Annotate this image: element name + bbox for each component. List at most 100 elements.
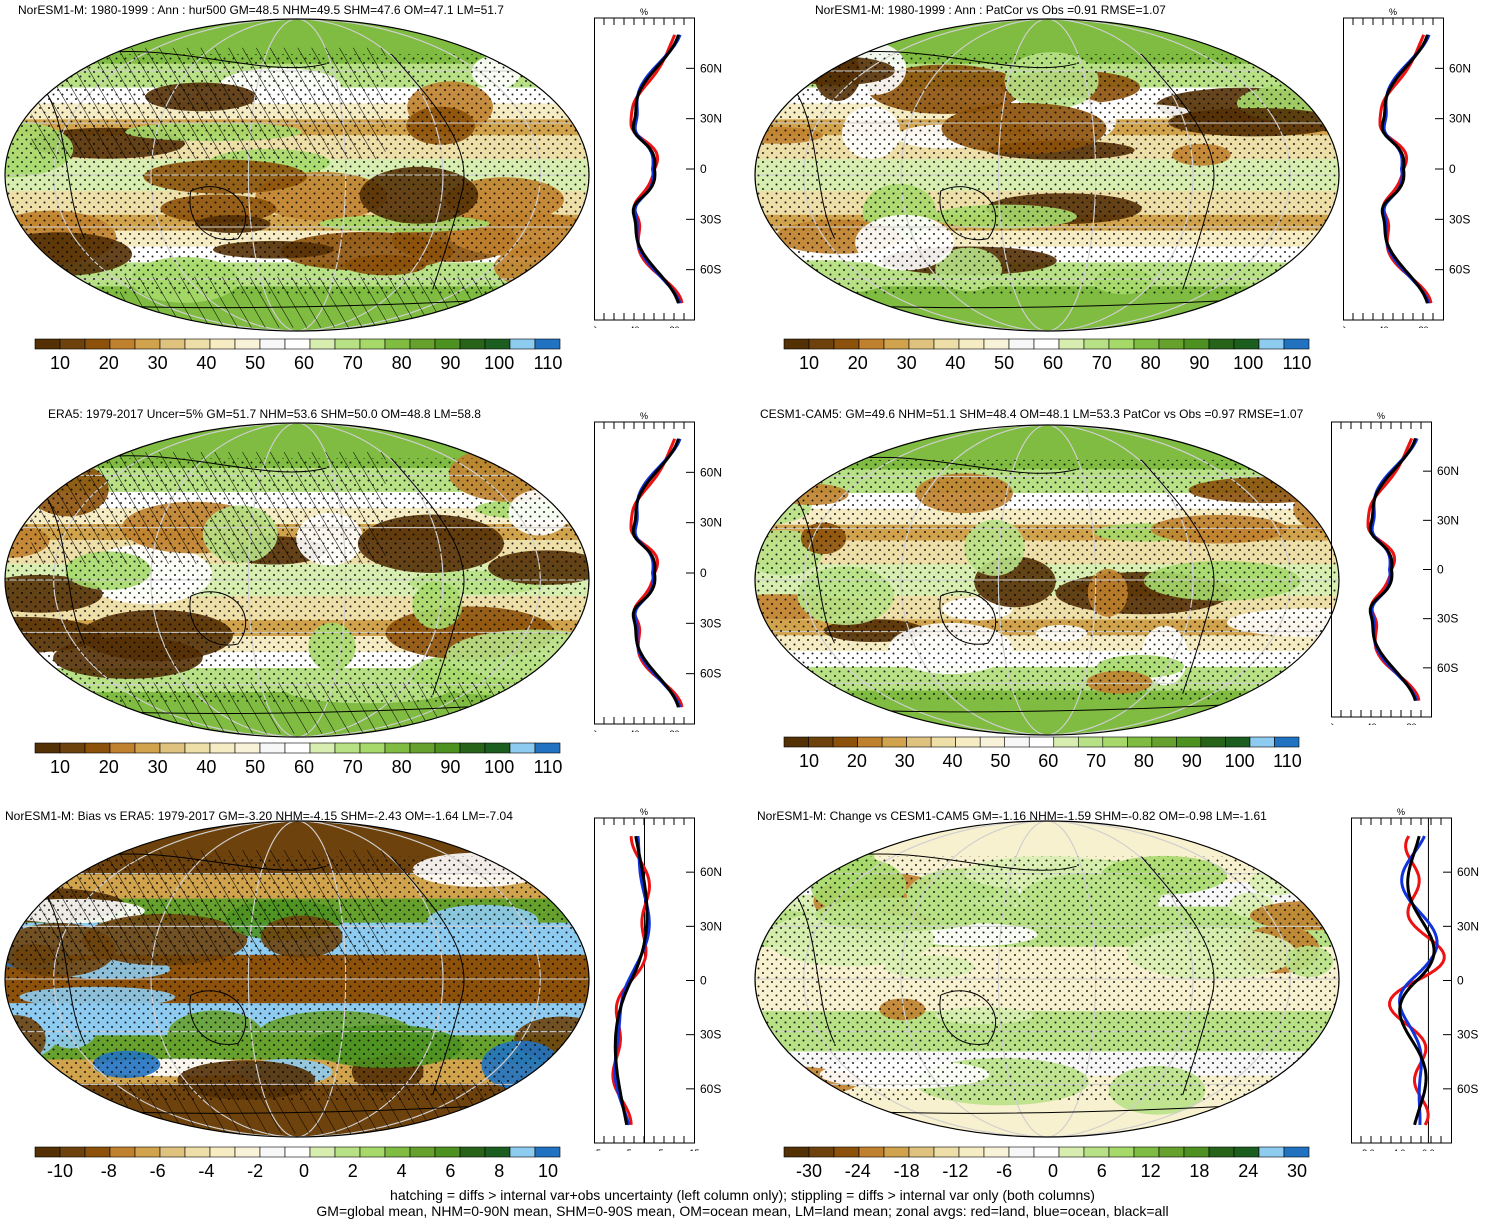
colorbar-swatch [983,1146,1010,1158]
colorbar-label: 8 [494,1161,505,1181]
colorbar-swatch [906,736,932,748]
zonal-x-label: 40 [629,325,639,328]
colorbar-label: 50 [994,353,1015,373]
colorbar-label: 10 [49,757,71,777]
zonal-lat-label: 60S [1449,263,1470,277]
zonal-lat-label: 60N [700,465,722,479]
map-band [5,428,589,437]
colorbar-swatch [409,338,436,350]
colorbar-swatch [134,1146,161,1158]
zonal-frame [594,421,695,725]
map-band [755,445,1339,455]
colorbar-label: 40 [196,353,217,373]
zonal-x-label: 40 [629,729,639,732]
zonal-lat-label: 30N [1437,513,1459,527]
colorbar-swatch [1283,1146,1310,1158]
zonal-x-label: -4.0 [1390,1148,1406,1151]
colorbar-swatch [84,742,111,754]
map-band [5,436,589,445]
colorbar-swatch [34,742,61,754]
colorbar-swatch [234,1146,261,1158]
colorbar-swatch [881,736,907,748]
colorbar-label: 10 [798,353,820,373]
panel-title: CESM1-CAM5: GM=49.6 NHM=51.1 SHM=48.4 OM… [760,407,1304,421]
zonal-x-label: 40 [1378,325,1388,328]
colorbar-swatch [1183,1146,1210,1158]
colorbar-swatch [1133,338,1160,350]
colorbar-swatch [1151,736,1177,748]
zonal-plot: % 60N 30N 0 30S 60S -8.0 -4.0 0.0 [1351,807,1479,1151]
zonal-line-ocean [1382,34,1431,304]
colorbar-swatch [534,1146,561,1158]
colorbar-label: 70 [342,757,363,777]
zonal-lat-label: 60S [1457,1082,1478,1096]
zonal-line-ocean [1398,835,1439,1125]
colorbar-swatch [434,338,461,350]
map-band [755,1123,1339,1133]
map-band [755,437,1339,447]
zonal-lat-label: 60S [700,263,721,277]
map-band [5,326,589,331]
map-border [754,820,1340,1138]
map-p6 [754,820,1340,1138]
zonal-x-label: -5 [624,1148,632,1151]
zonal-frame [1351,817,1452,1144]
zonal-line-land [629,438,684,708]
colorbar-swatch [1176,736,1202,748]
colorbar-label: 40 [942,751,963,771]
colorbar-label: 20 [847,353,868,373]
colorbar-swatch [955,736,981,748]
zonal-lat-label: 0 [1457,974,1464,988]
colorbar-swatch [1102,736,1128,748]
colorbar-swatch [979,736,1006,748]
colorbar-swatch [883,1146,910,1158]
zonal-x-label: 0 [594,325,597,328]
colorbar-label: 10 [798,751,820,771]
footer-line-1: hatching = diffs > internal var+obs unce… [390,1187,1095,1203]
colorbar-swatch [1127,736,1153,748]
colorbar-swatch [159,338,186,350]
map-band [755,318,1339,328]
map-band [5,821,589,828]
colorbar-label: 50 [990,751,1011,771]
colorbar-swatch [908,1146,935,1158]
zonal-x-label: 5 [659,1148,664,1151]
colorbar-label: -10 [46,1161,73,1181]
map-band [755,826,1339,836]
colorbar-swatch [109,338,136,350]
zonal-x-label: 0.0 [1422,1148,1435,1151]
colorbar-label: 110 [533,757,563,777]
zonal-unit: % [640,807,648,817]
map-border [4,18,590,332]
colorbar-label: 30 [894,751,915,771]
zonal-x-label: 15 [689,1148,699,1151]
colorbar-label: -6 [149,1161,166,1181]
hatching [31,850,386,963]
map-band [5,444,589,453]
colorbar-swatch [958,1146,985,1158]
colorbar-swatch [159,1146,186,1158]
zonal-lat-label: 0 [700,162,707,176]
map-band [5,23,589,33]
colorbar-swatch [1208,1146,1235,1158]
colorbar-swatch [1225,736,1251,748]
colorbar-swatch [1108,338,1135,350]
zonal-unit: % [1389,7,1397,17]
panel-title: NorESM1-M: 1980-1999 : Ann : PatCor vs O… [815,3,1166,17]
colorbar-swatch [1033,1146,1060,1158]
colorbar-swatch [883,338,910,350]
colorbar-swatch [908,338,935,350]
colorbar-label: 4 [396,1161,407,1181]
colorbar-label: 20 [846,751,867,771]
colorbar-swatch [234,338,261,350]
colorbar-label: 30 [147,353,168,373]
colorbar-swatch [134,338,161,350]
colorbar-label: 2 [347,1161,358,1181]
hatching [120,1082,533,1134]
colorbar-swatch [1033,338,1060,350]
colorbar-label: 60 [1042,353,1064,373]
colorbar-swatch [209,742,236,754]
map-p5 [4,820,590,1138]
map-band [755,834,1339,844]
colorbar-swatch [384,1146,411,1158]
